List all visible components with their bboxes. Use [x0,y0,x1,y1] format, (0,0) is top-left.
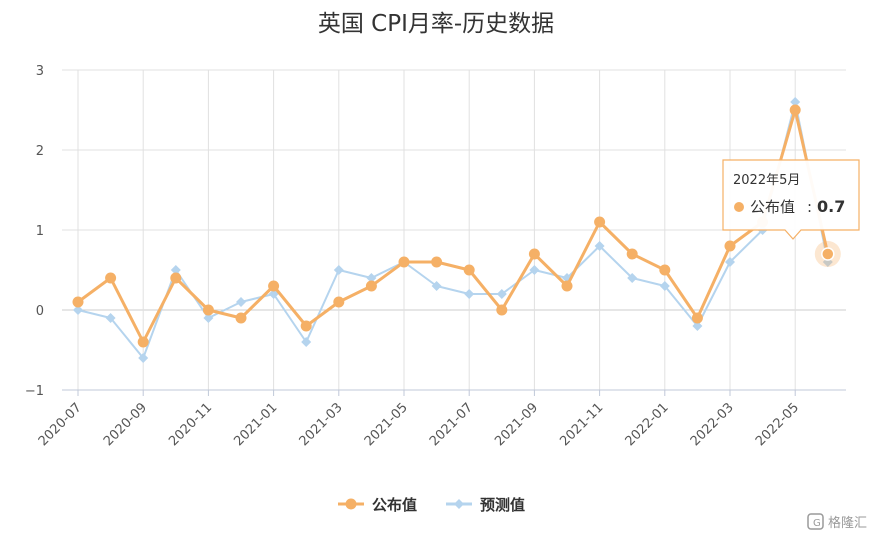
x-tick-label: 2021-01 [231,400,280,449]
y-axis: 3 2 1 0 −1 [25,64,44,399]
y-tick-label: 0 [36,304,44,319]
data-point [463,264,475,276]
series-actual [72,104,834,348]
data-point [529,265,540,275]
x-axis: 2020-07 2020-09 2020-11 2021-01 2021-03 2021-… [36,389,846,449]
watermark: G 格隆汇 [807,513,867,531]
legend-marker [454,499,464,509]
x-tick-label: 2021-11 [557,400,606,449]
data-point [725,257,735,267]
data-point [105,272,117,284]
y-tick-label: 3 [36,64,44,79]
x-tick-label: 2021-05 [362,400,411,449]
data-point [627,273,638,283]
watermark-logo-icon [807,513,824,530]
x-tick-label: 2022-01 [623,400,672,449]
tooltip-box [722,159,860,240]
legend: 公布值 预测值 [338,496,525,514]
data-point [528,248,540,260]
data-point [301,337,312,347]
x-tick-label: 2022-05 [753,400,802,449]
series-layer [72,97,841,363]
data-point [333,296,345,308]
tooltip-marker [734,202,744,212]
data-point [659,264,671,276]
x-tick-label: 2021-07 [427,400,476,449]
x-tick-label: 2021-09 [492,400,541,449]
data-point [366,273,377,283]
data-point [594,241,605,251]
data-point [496,289,507,299]
data-point [138,353,149,363]
data-point [790,97,801,107]
data-point [170,272,182,284]
data-point [333,265,344,275]
data-point [105,313,116,323]
data-point [431,281,442,291]
tooltip-date: 2022年5月 [733,173,800,188]
x-tick-label: 2020-09 [101,400,150,449]
tooltip-value: 0.7 [817,197,845,216]
y-tick-label: 1 [36,224,44,239]
data-point [300,320,312,332]
x-tick-label: 2020-07 [36,400,85,449]
data-point [496,304,508,316]
legend-item-forecast: 预测值 [446,496,525,514]
x-tick-label: 2022-03 [688,400,737,449]
hover-point [821,247,835,261]
data-point [202,304,214,316]
data-point [235,312,247,324]
tooltip-series-name: 公布值 [750,198,795,216]
data-point [398,256,410,268]
data-point [365,280,377,292]
data-point [626,248,638,260]
chart-title: 英国 CPI月率-历史数据 [318,11,554,37]
watermark-text: 格隆汇 [828,515,867,531]
data-point [268,280,280,292]
data-point [724,240,736,252]
tooltip-colon: : [807,198,812,216]
data-point [268,289,279,299]
data-point [464,289,475,299]
data-point [659,281,670,291]
legend-item-actual: 公布值 [338,496,417,514]
x-tick-label: 2021-03 [297,400,346,449]
series-line [77,108,830,344]
legend-label: 公布值 [372,496,417,514]
data-point [431,256,443,268]
legend-label: 预测值 [480,496,525,514]
data-point [73,305,83,315]
data-point [594,216,606,228]
data-point [789,104,801,116]
data-point [692,321,703,331]
data-point [561,280,573,292]
legend-marker [345,498,357,510]
data-point [203,313,214,323]
y-tick-label: 2 [36,144,44,159]
watermark-logo-glyph: G [813,518,821,529]
data-point [137,336,149,348]
data-point [691,312,703,324]
x-tick-label: 2020-11 [166,400,215,449]
data-point [170,265,181,275]
y-tick-label: −1 [25,384,44,399]
data-point [72,296,84,308]
data-point [236,297,246,307]
